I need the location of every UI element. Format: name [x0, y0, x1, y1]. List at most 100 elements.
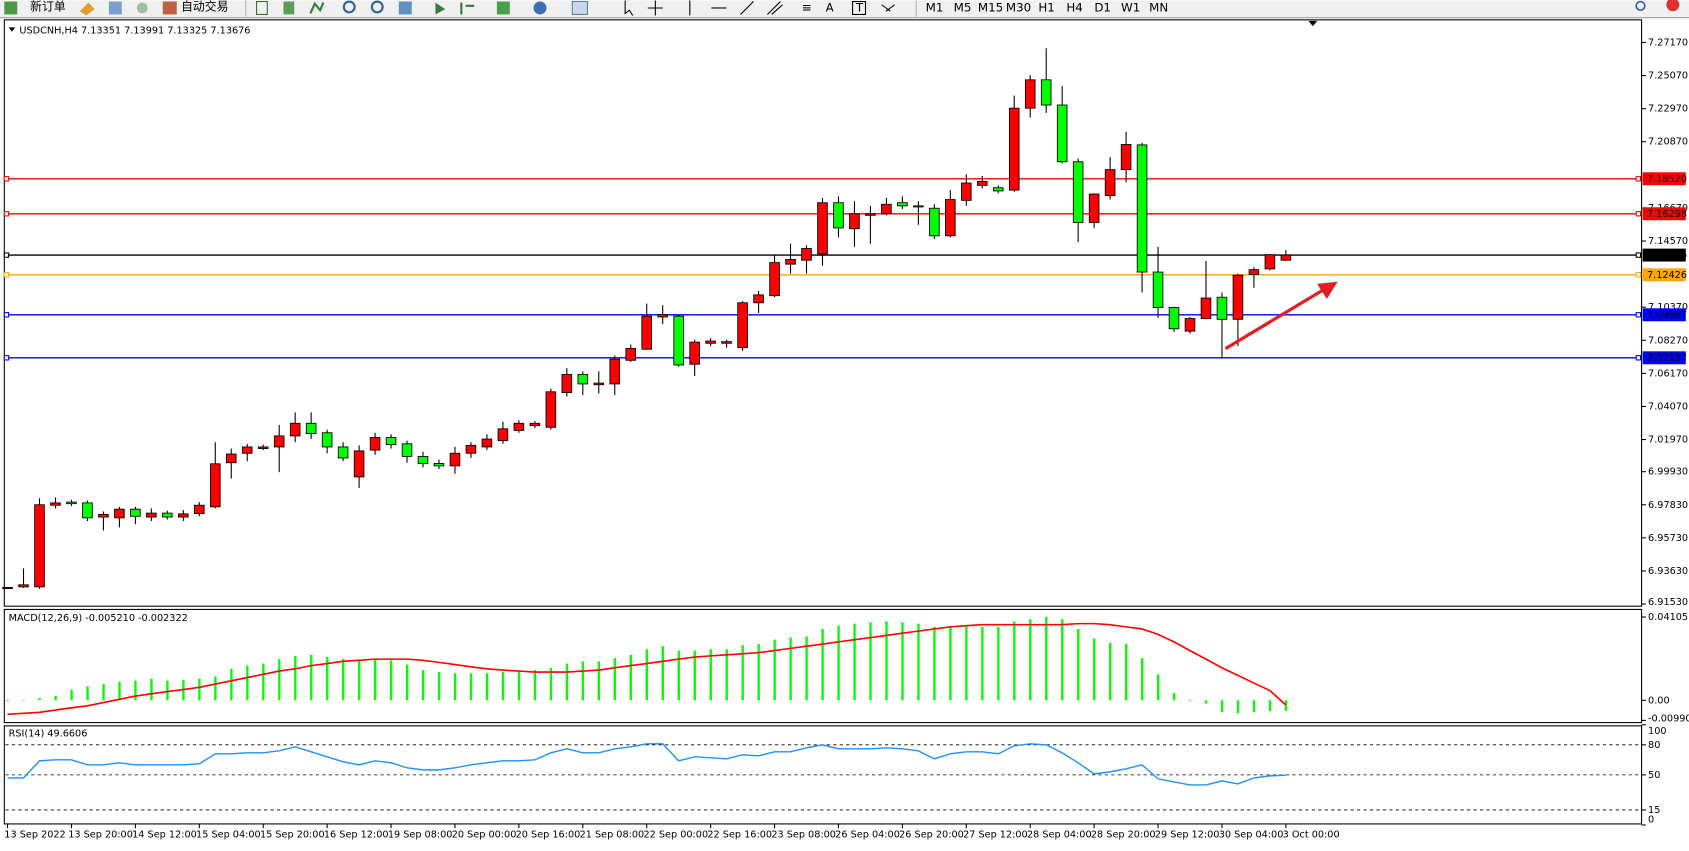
arrows-icon[interactable]	[881, 4, 895, 12]
candle-body	[961, 182, 972, 201]
channel-icon[interactable]	[767, 1, 783, 15]
macd-bar	[709, 649, 712, 701]
tile-icon[interactable]	[398, 1, 412, 15]
text-tool[interactable]: A	[826, 0, 834, 14]
new-order-button[interactable]: 新订单	[30, 0, 66, 13]
new-order-icon[interactable]	[4, 1, 18, 15]
toolbar-icon[interactable]	[255, 0, 268, 15]
x-tick-label: 27 Sep 12:00	[963, 830, 1028, 841]
macd-bar	[789, 637, 792, 701]
candle-body	[1264, 254, 1276, 270]
toolbar-icon[interactable]	[460, 2, 475, 15]
candle-body	[705, 340, 716, 344]
candle-body	[1184, 318, 1196, 332]
level-handle	[3, 211, 10, 217]
y-tick-label: 50	[1648, 770, 1660, 781]
macd-bar	[1109, 642, 1112, 701]
period-button[interactable]: M30	[1006, 0, 1031, 14]
candle-body	[1104, 169, 1116, 197]
candle-body	[1216, 296, 1228, 320]
candle-body	[1232, 274, 1244, 320]
candle-body	[209, 463, 221, 508]
toolbar-icon[interactable]	[283, 1, 295, 15]
trendline-icon[interactable]	[740, 1, 754, 15]
macd-bar	[597, 661, 601, 701]
period-button[interactable]: D1	[1094, 0, 1111, 14]
period-button[interactable]: H4	[1066, 0, 1082, 14]
candle-body	[18, 584, 29, 588]
macd-bar	[134, 680, 137, 701]
candle-body	[1136, 144, 1148, 273]
macd-bar	[1093, 638, 1096, 701]
candle-body	[98, 513, 109, 518]
y-tick-label: 7.25070	[1648, 71, 1688, 82]
macd-bar	[549, 667, 553, 701]
macd-bar	[1172, 692, 1176, 701]
macd-bar	[741, 645, 744, 701]
y-tick-label: -0.009908	[1648, 713, 1689, 724]
macd-bar	[837, 625, 840, 701]
level-label: 7.16298	[1647, 209, 1687, 220]
toolbar-icon[interactable]	[309, 1, 325, 14]
templates-icon[interactable]	[571, 0, 588, 15]
fibo-icon[interactable]: ≡	[802, 0, 812, 14]
periods-icon[interactable]	[533, 1, 547, 15]
x-tick-label: 13 Sep 20:00	[68, 830, 133, 841]
panel-title: RSI(14) 49.6606	[9, 728, 88, 739]
period-button[interactable]: M15	[978, 0, 1003, 14]
macd-bar	[118, 681, 121, 701]
toolbar-icon[interactable]	[108, 1, 122, 15]
y-tick-label: 0.04105	[1648, 612, 1688, 623]
y-tick-label: 7.27170	[1648, 37, 1688, 48]
search-icon[interactable]	[1635, 0, 1646, 11]
macd-bar	[693, 650, 696, 701]
cursor-icon[interactable]	[624, 0, 634, 16]
indicators-icon[interactable]	[496, 1, 510, 15]
period-button[interactable]: H1	[1038, 0, 1054, 14]
macd-bar	[885, 621, 888, 701]
macd-bar	[230, 668, 233, 701]
y-tick-label: 80	[1648, 740, 1660, 751]
macd-bar	[1029, 619, 1032, 701]
period-button[interactable]: M5	[954, 0, 972, 14]
level-tag	[1642, 351, 1686, 365]
candle-body	[178, 513, 189, 518]
macd-bar	[981, 626, 984, 701]
x-tick-label: 21 Sep 08:00	[580, 830, 645, 841]
level-tag-handle	[1635, 272, 1642, 278]
level-tag-handle	[1635, 312, 1642, 318]
period-button[interactable]: M1	[926, 0, 944, 14]
macd-bar	[198, 678, 201, 701]
auto-trading-button[interactable]: 自动交易	[181, 0, 228, 13]
candle-body	[401, 443, 413, 457]
crosshair-icon[interactable]	[647, 0, 663, 16]
candle-body	[1072, 161, 1084, 223]
candle-body	[561, 374, 573, 394]
level-label: 7.18520	[1647, 174, 1687, 185]
candle-body	[753, 294, 764, 304]
candle-body	[976, 181, 988, 186]
macd-bar	[278, 659, 281, 701]
y-tick-label: 6.93630	[1648, 566, 1688, 577]
candle-body	[1040, 79, 1052, 106]
label-tool[interactable]: T	[855, 0, 864, 14]
macd-bar	[773, 639, 776, 701]
toolbar-icon[interactable]	[79, 2, 95, 16]
auto-trading-icon[interactable]	[162, 1, 177, 15]
macd-bar	[1268, 700, 1272, 712]
toolbar-icon[interactable]	[136, 2, 148, 14]
candle-body	[146, 512, 157, 518]
zoom-out-icon[interactable]	[370, 0, 384, 14]
label-tool-box[interactable]	[852, 0, 867, 15]
period-button[interactable]: MN	[1149, 0, 1168, 14]
candle-body	[1024, 79, 1036, 109]
macd-bar	[150, 678, 153, 701]
candle-body	[513, 422, 525, 431]
toolbar-icon[interactable]	[435, 2, 446, 15]
zoom-in-icon[interactable]	[342, 0, 356, 14]
candle-body	[929, 207, 940, 237]
notification-icon[interactable]	[1666, 0, 1680, 12]
candle-body	[50, 502, 61, 506]
period-button[interactable]: W1	[1121, 0, 1140, 14]
